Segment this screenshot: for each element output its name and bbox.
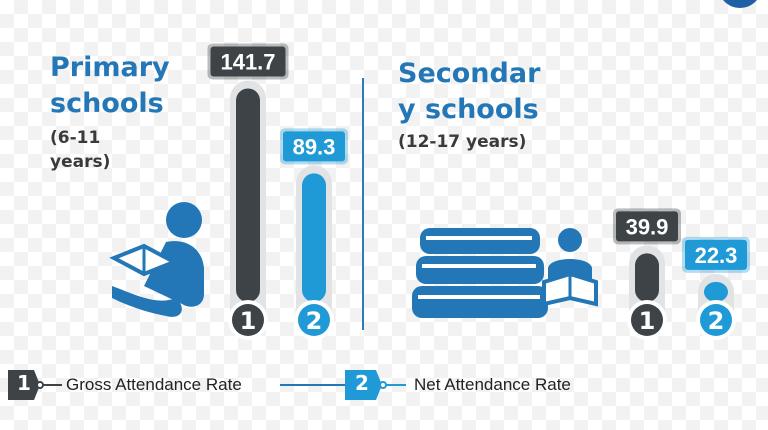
secondary-bar-2-value-box bbox=[685, 239, 747, 270]
primary-title-line1: Primary bbox=[50, 52, 170, 83]
books-student-icon bbox=[412, 228, 598, 318]
primary-bar-2 bbox=[302, 173, 326, 302]
legend-net-marker-shape bbox=[345, 370, 382, 400]
section-divider bbox=[362, 78, 364, 330]
secondary-title-line2: y schools bbox=[398, 94, 539, 125]
primary-bar-1 bbox=[236, 88, 260, 302]
primary-bar-1-badge bbox=[232, 304, 264, 336]
legend-gross-label: Gross Attendance Rate bbox=[66, 375, 242, 394]
secondary-bar-1-category-label: 1 bbox=[639, 307, 656, 335]
secondary-bar-2-category-label: 2 bbox=[708, 307, 725, 335]
secondary-age: (12-17 years) bbox=[398, 132, 527, 152]
logo-badge bbox=[718, 0, 762, 8]
secondary-bar-1-value-box bbox=[616, 211, 678, 242]
legend-gross-number: 1 bbox=[17, 371, 31, 395]
primary-age-line2: years) bbox=[50, 152, 111, 172]
secondary-bar-2-badge bbox=[700, 304, 732, 336]
primary-title-line2: schools bbox=[50, 88, 164, 119]
primary-bar-1-value-box bbox=[210, 46, 286, 77]
primary-bar-2-value-label: 89.3 bbox=[293, 134, 336, 159]
legend-net-label: Net Attendance Rate bbox=[414, 375, 571, 394]
primary-bar-1-category-label: 1 bbox=[240, 307, 257, 335]
secondary-title-line1: Secondar bbox=[398, 58, 541, 89]
secondary-bar-1 bbox=[635, 253, 659, 302]
secondary-bar-1-badge bbox=[631, 304, 663, 336]
secondary-bar-2 bbox=[704, 281, 728, 302]
legend-graphics bbox=[8, 370, 406, 400]
legend-net-number: 2 bbox=[355, 371, 369, 395]
primary-age-line1: (6-11 bbox=[50, 128, 101, 148]
primary-bar-2-category-label: 2 bbox=[306, 307, 323, 335]
primary-bar-2-value-box bbox=[283, 131, 345, 162]
primary-bar-1-value-label: 141.7 bbox=[220, 49, 275, 74]
secondary-bar-2-value-label: 22.3 bbox=[695, 243, 738, 268]
child-reading-icon bbox=[109, 202, 204, 317]
secondary-bar-1-value-label: 39.9 bbox=[626, 214, 669, 239]
legend-gross-marker-shape bbox=[8, 370, 40, 400]
primary-bar-2-badge bbox=[298, 304, 330, 336]
